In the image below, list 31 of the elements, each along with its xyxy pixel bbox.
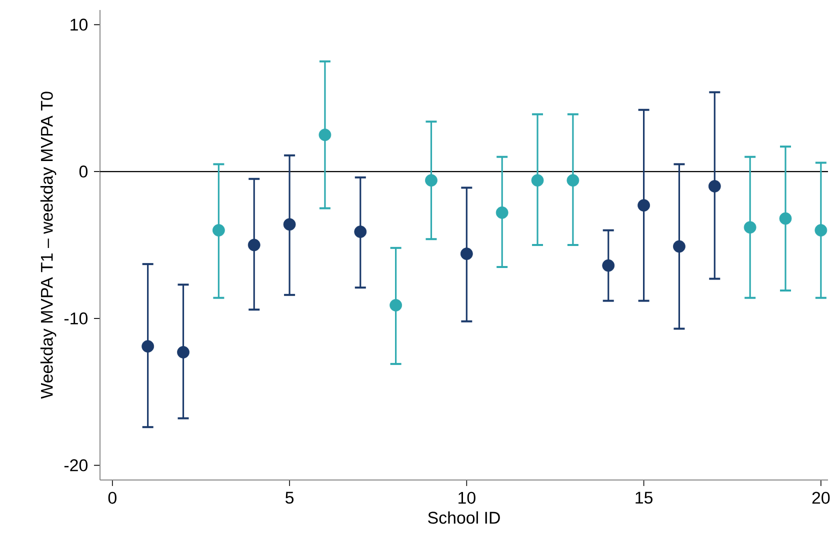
point xyxy=(390,299,402,312)
x-tick-label: 10 xyxy=(458,492,476,504)
point xyxy=(212,224,225,236)
point xyxy=(460,248,473,260)
point xyxy=(318,128,332,142)
x-tick-label: 0 xyxy=(108,492,116,504)
x-axis-title: School ID xyxy=(428,511,500,524)
y-tick-label: 0 xyxy=(79,166,88,178)
point xyxy=(425,174,438,187)
point xyxy=(496,206,508,219)
y-tick-label: -20 xyxy=(64,459,88,472)
point xyxy=(142,340,154,353)
x-tick-label: 20 xyxy=(812,492,830,504)
point xyxy=(248,238,260,252)
point xyxy=(602,259,615,272)
y-tick-label: -10 xyxy=(64,312,88,324)
point xyxy=(283,218,296,231)
point xyxy=(744,221,756,234)
y-tick-label: 10 xyxy=(70,18,88,31)
point xyxy=(673,240,686,253)
point xyxy=(708,180,721,192)
point xyxy=(566,174,580,187)
y-axis-title: Weekday MVPA T1 – weekday MVPA T0 xyxy=(40,92,56,399)
point xyxy=(531,174,544,187)
point xyxy=(354,226,367,238)
point xyxy=(779,212,792,225)
point xyxy=(814,224,828,236)
x-tick-label: 5 xyxy=(286,492,294,504)
point xyxy=(177,346,190,358)
x-tick-label: 15 xyxy=(636,492,652,504)
point xyxy=(638,199,650,212)
